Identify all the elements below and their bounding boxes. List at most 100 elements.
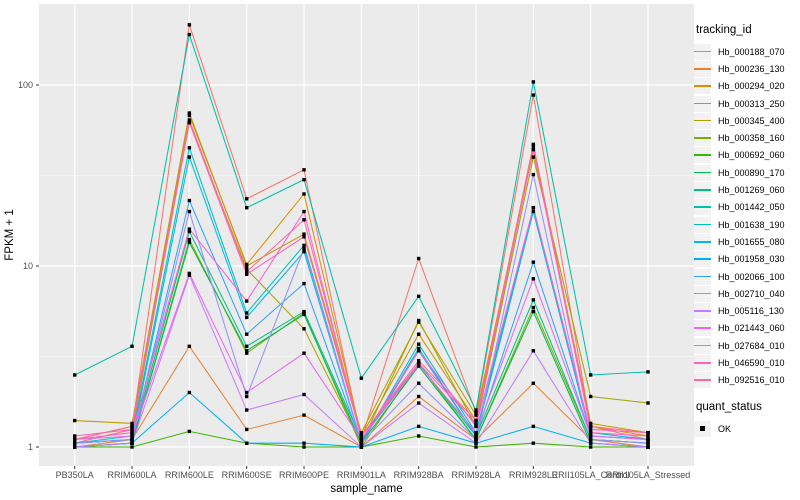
data-point	[531, 309, 536, 314]
data-point	[302, 246, 306, 251]
legend-key-swatch	[694, 60, 711, 77]
data-point	[416, 424, 421, 429]
x-tick-label: RRIM928BA	[394, 470, 444, 480]
data-point	[302, 413, 306, 417]
data-point	[187, 227, 192, 231]
legend-item-Hb_000890_170: Hb_000890_170	[694, 164, 798, 181]
data-point	[474, 430, 478, 435]
data-point	[416, 394, 421, 399]
y-tick-label: 1	[28, 442, 33, 452]
data-point	[474, 421, 478, 426]
data-point	[187, 113, 192, 118]
legend-color-line-icon	[694, 50, 711, 53]
data-point	[531, 424, 536, 429]
data-point	[359, 430, 364, 435]
legend-key-swatch	[694, 199, 711, 216]
legend-color-line-icon	[694, 137, 711, 139]
data-point	[187, 271, 192, 276]
legend-color-line-icon	[694, 258, 711, 260]
x-tick-label: RRII105LA_Stressed	[606, 470, 691, 480]
data-point	[302, 168, 306, 172]
data-point	[302, 351, 306, 355]
legend-color-line-icon	[694, 206, 711, 208]
data-point	[130, 434, 134, 438]
data-point	[588, 441, 593, 445]
data-point	[302, 218, 306, 222]
data-point	[588, 427, 593, 432]
legend-key-swatch	[694, 251, 711, 268]
data-point	[187, 32, 192, 37]
data-point	[474, 437, 478, 442]
data-point	[531, 298, 536, 302]
data-point	[588, 434, 593, 438]
legend-item-Hb_046590_010: Hb_046590_010	[694, 354, 798, 371]
data-point	[359, 434, 364, 438]
data-point	[359, 376, 364, 380]
data-point	[588, 437, 593, 442]
data-point	[73, 373, 77, 377]
legend-item-Hb_001269_060: Hb_001269_060	[694, 181, 798, 199]
data-point	[531, 209, 536, 214]
legend-color-line-icon	[694, 361, 711, 364]
data-point	[646, 430, 650, 435]
data-point	[646, 437, 650, 442]
data-point	[646, 445, 650, 449]
data-point	[130, 437, 134, 442]
legend-key-swatch	[694, 372, 711, 389]
data-point	[244, 408, 249, 412]
legend-item-Hb_005116_130: Hb_005116_130	[694, 302, 798, 320]
data-point	[359, 441, 364, 445]
data-point	[244, 264, 249, 268]
data-point	[187, 111, 192, 115]
legend-item-label: Hb_000345_400	[718, 115, 785, 126]
data-point	[416, 318, 421, 323]
legend-item-label: Hb_001269_060	[718, 185, 785, 196]
data-point	[474, 418, 478, 423]
legend-item-Hb_002710_040: Hb_002710_040	[694, 285, 798, 302]
data-point	[302, 249, 306, 254]
legend-key-swatch	[694, 337, 711, 354]
data-point	[474, 434, 478, 438]
legend-item-Hb_000313_250: Hb_000313_250	[694, 95, 798, 112]
legend-item-Hb_001655_080: Hb_001655_080	[694, 233, 798, 250]
data-point	[588, 373, 593, 377]
legend-key-swatch	[694, 147, 711, 164]
data-point	[130, 430, 134, 435]
legend-item-Hb_027684_010: Hb_027684_010	[694, 337, 798, 354]
data-point	[244, 311, 249, 315]
legend-item-Hb_000692_060: Hb_000692_060	[694, 147, 798, 164]
data-point	[130, 445, 134, 449]
legend-item-Hb_001638_190: Hb_001638_190	[694, 216, 798, 233]
data-point	[588, 394, 593, 399]
data-point	[302, 243, 306, 248]
data-point	[244, 270, 249, 274]
data-point	[244, 315, 249, 320]
data-point	[244, 267, 249, 271]
legend-key-swatch	[694, 420, 711, 437]
legend-item-label: Hb_002710_040	[718, 288, 785, 299]
data-point	[416, 294, 421, 299]
legend-item-label: Hb_001958_030	[718, 254, 785, 265]
legend-item-label: Hb_021443_060	[718, 323, 785, 334]
data-point	[302, 309, 306, 314]
data-point	[187, 155, 192, 159]
legend-item-label: Hb_092516_010	[718, 375, 785, 386]
legend-key-swatch	[694, 164, 711, 181]
legend: tracking_id Hb_000188_070 Hb_000236_130 Hb…	[694, 24, 798, 437]
data-point	[187, 118, 192, 122]
data-point	[244, 332, 249, 336]
data-point	[416, 361, 421, 366]
data-point	[302, 232, 306, 236]
legend-item-label: Hb_005116_130	[718, 306, 784, 317]
legend-item-Hb_001958_030: Hb_001958_030	[694, 251, 798, 268]
data-point	[244, 394, 249, 399]
data-point	[416, 346, 421, 351]
data-point	[187, 429, 192, 434]
x-tick-label: PB350LA	[56, 470, 94, 480]
legend-color-line-icon	[694, 379, 711, 381]
data-point	[646, 434, 650, 438]
x-tick-label: RRIM600PE	[279, 470, 329, 480]
legend-item-Hb_000358_160: Hb_000358_160	[694, 129, 798, 147]
legend-color-line-icon	[694, 171, 711, 174]
data-point	[302, 445, 306, 449]
